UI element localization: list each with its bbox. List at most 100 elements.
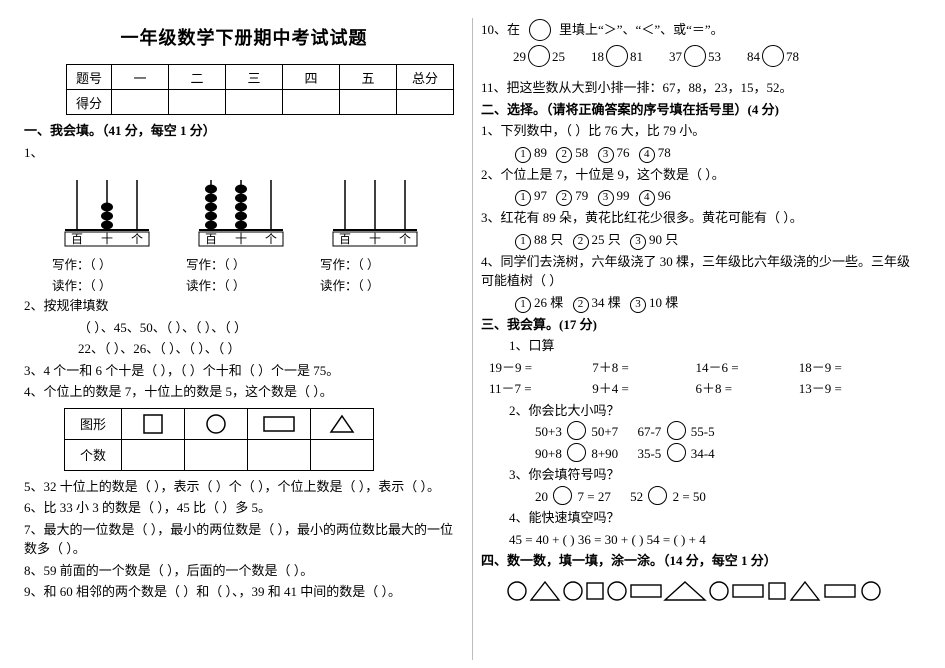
opt: 97 [534,188,547,203]
opt-num-icon: 2 [573,234,589,250]
score-cell [169,90,226,115]
shape-circle-cell [185,408,248,439]
circle-icon [205,413,227,435]
abacus-1: 百 十 个 [52,170,162,250]
opt-num-icon: 1 [515,234,531,250]
calc: 19－9 = [489,358,589,378]
abacus-3: 百 十 个 [320,170,430,250]
opt: 90 只 [649,232,678,247]
triangle-icon [329,413,355,435]
right-column: 10、在 里填上“＞”、“＜”、或“＝”。 2925 1881 3753 847… [475,18,927,660]
square-icon [142,413,164,435]
s3-sub3: 3、你会填符号吗？ [481,465,921,485]
count-row-label: 个数 [65,439,122,470]
calc: 6＋8 = [696,379,796,399]
cmp-item: 20 7 = 27 [535,487,611,507]
opt: 89 [534,145,547,160]
count-cell [311,439,374,470]
opt: 88 只 [534,232,563,247]
blank-circle-icon [684,45,706,67]
calc-row: 11－7 = 9＋4 = 6＋8 = 13－9 = [481,379,921,399]
page-root: 一年级数学下册期中考试试题 题号 一 二 三 四 五 总分 得分 一、我会填 [0,0,945,668]
q10-prefix: 10、在 [481,22,523,37]
svg-text:百: 百 [339,232,351,246]
q6: 6、比 33 小 3 的数是（ ），45 比（ ）多 5。 [24,498,464,518]
rectangle-icon [262,413,296,435]
cmp-pair: 1881 [591,46,643,68]
opt-num-icon: 2 [556,190,572,206]
q5: 5、32 十位上的数是（ ），表示（ ）个（ ），个位上数是（ ），表示（ ）。 [24,477,464,497]
s3-sub2: 2、你会比大小吗？ [481,401,921,421]
opt-num-icon: 4 [639,147,655,163]
s2q3: 3、红花有 89 朵，黄花比红花少很多。黄花可能有（ ）。 [481,208,921,228]
exam-title: 一年级数学下册期中考试试题 [24,24,464,50]
opt: 78 [658,145,671,160]
opt-num-icon: 3 [598,190,614,206]
cmp2-row: 90+8 8+90 35-5 34-4 [481,444,921,464]
cmp3-row: 20 7 = 27 52 2 = 50 [481,487,921,507]
q11: 11、把这些数从大到小排一排：67，88，23，15，52。 [481,78,921,98]
q8: 8、59 前面的一个数是（ ），后面的一个数是（ ）。 [24,561,464,581]
section-4-heading: 四、数一数，填一填，涂一涂。（14 分，每空 1 分） [481,551,921,571]
s2q4: 4、同学们去浇树，六年级浇了 30 棵，三年级比六年级浇的少一些。三年级可能植树… [481,252,921,291]
cmp-item: 35-5 34-4 [637,444,714,464]
svg-text:百: 百 [71,232,83,246]
cmp-b: 78 [786,49,799,65]
section-1-heading: 一、我会填。（41 分，每空 1 分） [24,121,464,141]
q3: 3、4 个一和 6 个十是（ ），（ ）个十和（ ）个一是 75。 [24,361,464,381]
blank-circle-icon [553,486,572,505]
opt: 26 棵 [534,295,563,310]
left-column: 一年级数学下册期中考试试题 题号 一 二 三 四 五 总分 得分 一、我会填 [18,18,470,660]
score-table: 题号 一 二 三 四 五 总分 得分 [66,64,454,115]
svg-text:十: 十 [369,232,381,246]
opt-num-icon: 4 [639,190,655,206]
q9: 9、和 60 相邻的两个数是（ ）和（ ）、，39 和 41 中间的数是（ ）。 [24,582,464,602]
write-label: 写作：（ ） [320,254,430,273]
abacus-icon: 百 十 个 [325,170,425,250]
shape-square-cell [122,408,185,439]
svg-text:个: 个 [265,232,277,246]
s2q4-opts: 126 棵 234 棵 310 棵 [481,293,921,313]
score-col: 一 [112,65,169,90]
calc: 7＋8 = [592,358,692,378]
blank-circle-icon [667,421,686,440]
opt-num-icon: 2 [556,147,572,163]
shape-row-label: 图形 [65,408,122,439]
blank-circle-icon [529,19,551,41]
s2q2-opts: 197 279 399 496 [481,186,921,206]
cmp-pair: 8478 [747,46,799,68]
score-col: 四 [283,65,340,90]
score-cell [283,90,340,115]
cmp-r: 2 = 50 [673,487,706,507]
cmp-r: 34-4 [691,444,715,464]
abacus-row: 百 十 个 百 十 个 [52,170,464,250]
cmp-pair: 2925 [513,46,565,68]
section-3-heading: 三、我会算。(17 分) [481,315,921,335]
opt: 99 [617,188,630,203]
cmp2-row: 50+3 50+7 67-7 55-5 [481,422,921,442]
opt-num-icon: 1 [515,147,531,163]
cmp-b: 81 [630,49,643,65]
read-label: 读作：（ ） [320,275,430,294]
s2q3-opts: 188 只 225 只 390 只 [481,230,921,250]
read-row: 读作：（ ） 读作：（ ） 读作：（ ） [52,275,464,294]
s3-sub4: 4、能快速填空吗？ [481,508,921,528]
cmp-item: 67-7 55-5 [637,422,714,442]
cmp-b: 25 [552,49,565,65]
opt-num-icon: 2 [573,297,589,313]
opt: 34 棵 [592,295,621,310]
q4: 4、个位上的数是 7，十位上的数是 5，这个数是（ ）。 [24,382,464,402]
count-cell [185,439,248,470]
score-col: 三 [226,65,283,90]
calc: 9＋4 = [592,379,692,399]
cmp-l: 20 [535,487,548,507]
calc: 18－9 = [799,358,899,378]
write-row: 写作：（ ） 写作：（ ） 写作：（ ） [52,254,464,273]
q10-pairs: 2925 1881 3753 8478 [513,46,921,68]
calc: 14－6 = [696,358,796,378]
cmp-r: 8+90 [591,444,618,464]
q2-b: （ ）、45、50、（ ）、（ ）、（ ） [24,318,464,338]
cmp-l: 52 [630,487,643,507]
shapes-sequence-icon [505,577,905,605]
cmp-b: 53 [708,49,721,65]
